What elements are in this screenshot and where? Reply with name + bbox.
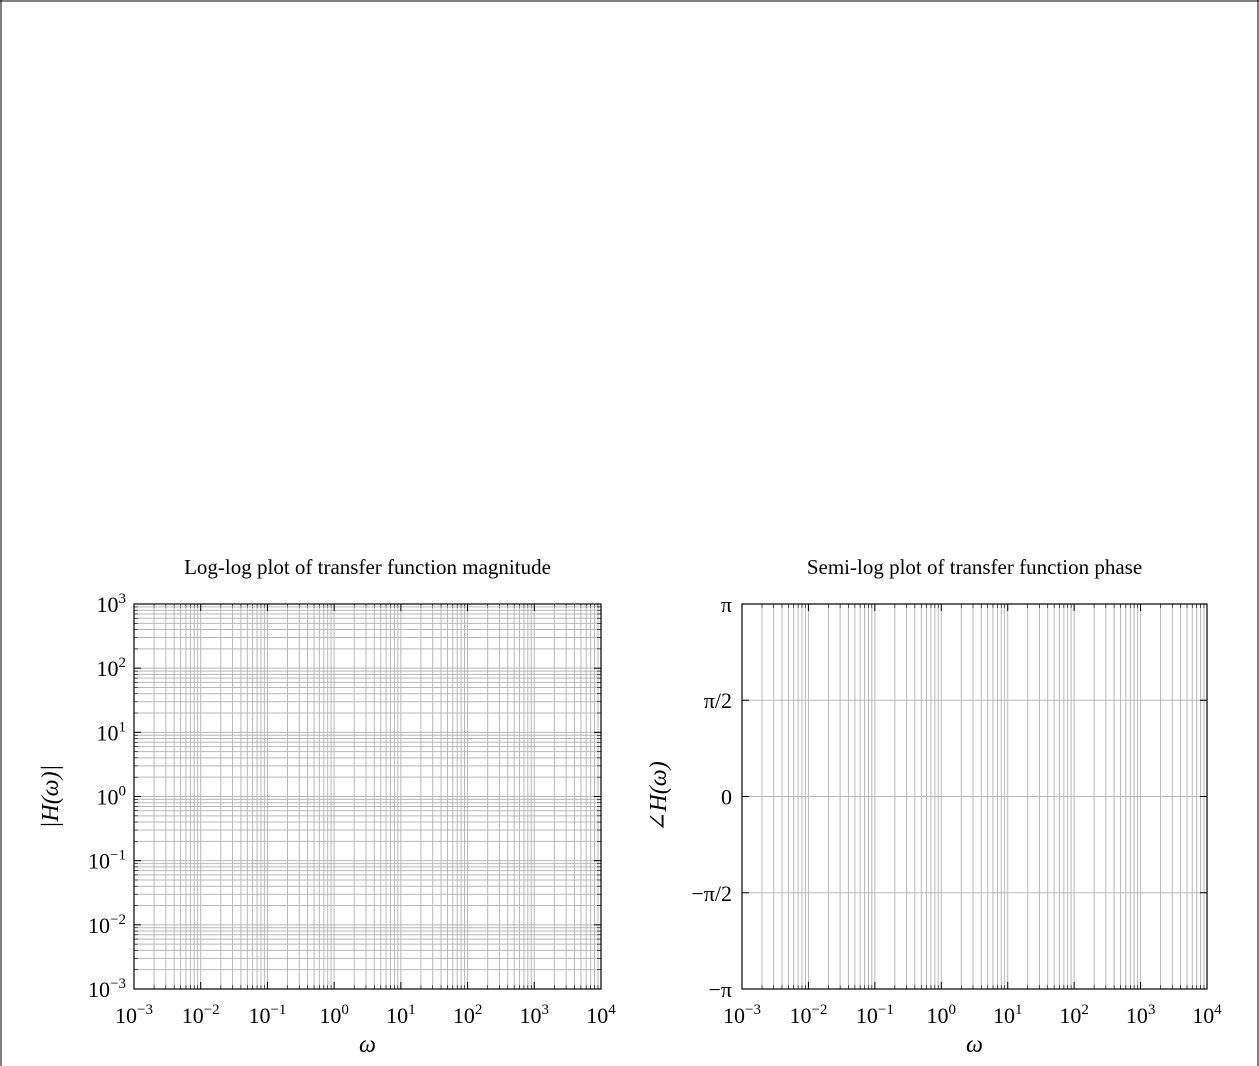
mag-y-tick-label: 100 [97, 784, 127, 810]
mag-x-tick-label-base: 10 [115, 1003, 137, 1028]
phase-x-tick-label-exponent: 2 [1081, 1002, 1089, 1018]
phase-x-tick-label-base: 10 [1192, 1003, 1214, 1028]
mag-x-tick-label: 10−1 [248, 1002, 286, 1028]
mag-x-tick-label-base: 10 [182, 1003, 204, 1028]
mag-x-tick-label-base: 10 [386, 1003, 408, 1028]
phase-x-tick-label-base: 10 [723, 1003, 745, 1028]
mag-y-tick-label-base: 10 [88, 977, 110, 1002]
mag-x-tick-label-base: 10 [319, 1003, 341, 1028]
phase-x-tick-label: 10−3 [723, 1002, 761, 1028]
mag-x-tick-label-exponent: 1 [408, 1002, 416, 1018]
phase-x-tick-label: 101 [993, 1002, 1023, 1028]
phase-x-tick-label-base: 10 [856, 1003, 878, 1028]
phase-x-tick-label: 103 [1126, 1002, 1156, 1028]
mag-y-axis-label: |H(ω)| [38, 765, 64, 828]
mag-x-tick-label: 104 [586, 1002, 616, 1028]
mag-y-tick-label: 10−2 [88, 912, 126, 938]
phase-y-tick-label: 0 [721, 785, 732, 810]
mag-y-tick-label-exponent: 0 [119, 784, 127, 800]
phase-y-tick-label: π/2 [704, 688, 732, 713]
mag-x-tick-label: 10−3 [115, 1002, 153, 1028]
mag-x-tick-label-base: 10 [520, 1003, 542, 1028]
phase-x-tick-label-base: 10 [1059, 1003, 1081, 1028]
mag-y-tick-label-exponent: −2 [110, 912, 126, 928]
mag-x-axis-label: ω [359, 1032, 376, 1058]
phase-y-tick-label: −π/2 [691, 881, 732, 906]
mag-y-tick-label: 101 [97, 719, 127, 745]
mag-x-tick-label-exponent: 0 [341, 1002, 349, 1018]
mag-x-tick-label: 103 [520, 1002, 550, 1028]
mag-y-tick-label-exponent: 3 [119, 591, 127, 607]
phase-y-axis-label: ∠H(ω) [646, 761, 672, 831]
mag-y-tick-label-base: 10 [97, 592, 119, 617]
mag-y-tick-label: 10−1 [88, 848, 126, 874]
mag-x-tick-label: 10−2 [182, 1002, 220, 1028]
mag-y-tick-label-base: 10 [97, 656, 119, 681]
phase-x-axis-label: ω [966, 1032, 983, 1058]
mag-y-tick-label-exponent: −3 [110, 976, 126, 992]
mag-x-tick-label: 102 [453, 1002, 483, 1028]
phase-y-tick-label: −π [708, 977, 732, 1002]
mag-x-tick-label: 101 [386, 1002, 416, 1028]
magnitude-chart: 10−3 10−2 10−1 100 101 102 103 10410−310−210−11… [38, 555, 616, 1058]
phase-chart-title: Semi-log plot of transfer function phase [807, 555, 1142, 579]
phase-chart: 10−3 10−2 10−1 100 101 102 103 104−π−π/20π/2πSe… [646, 555, 1222, 1058]
phase-x-tick-label-base: 10 [789, 1003, 811, 1028]
mag-y-tick-label: 103 [97, 591, 127, 617]
mag-x-tick-label-base: 10 [586, 1003, 608, 1028]
phase-x-tick-label: 104 [1192, 1002, 1222, 1028]
phase-x-tick-label-base: 10 [1126, 1003, 1148, 1028]
mag-x-tick-label-base: 10 [248, 1003, 270, 1028]
mag-y-tick-label-exponent: 1 [119, 719, 127, 735]
phase-x-tick-label: 10−1 [856, 1002, 894, 1028]
mag-y-tick-label-exponent: −1 [110, 848, 126, 864]
mag-y-tick-label-base: 10 [97, 720, 119, 745]
phase-x-tick-label-exponent: 1 [1015, 1002, 1023, 1018]
mag-x-tick-label-exponent: −1 [270, 1002, 286, 1018]
mag-x-tick-label-exponent: 2 [475, 1002, 483, 1018]
phase-x-tick-label-exponent: −1 [878, 1002, 894, 1018]
phase-x-tick-label: 10−2 [789, 1002, 827, 1028]
mag-x-tick-label-exponent: 3 [542, 1002, 550, 1018]
mag-y-tick-label-exponent: 2 [119, 655, 127, 671]
phase-y-tick-label: π [721, 592, 732, 617]
phase-x-tick-label-base: 10 [927, 1003, 949, 1028]
phase-x-tick-label: 102 [1059, 1002, 1089, 1028]
mag-y-tick-label: 102 [97, 655, 127, 681]
mag-x-tick-label-exponent: −3 [137, 1002, 153, 1018]
phase-x-tick-label-exponent: 3 [1148, 1002, 1156, 1018]
mag-x-tick-label-exponent: −2 [204, 1002, 220, 1018]
mag-x-tick-label: 100 [319, 1002, 349, 1028]
phase-x-tick-label-exponent: −2 [811, 1002, 827, 1018]
mag-x-tick-label-base: 10 [453, 1003, 475, 1028]
mag-y-tick-label: 10−3 [88, 976, 126, 1002]
mag-y-tick-label-base: 10 [88, 913, 110, 938]
phase-x-tick-label: 100 [927, 1002, 957, 1028]
mag-x-tick-label-exponent: 4 [608, 1002, 616, 1018]
mag-y-tick-label-base: 10 [97, 785, 119, 810]
mag-chart-title: Log-log plot of transfer function magnit… [184, 555, 551, 579]
phase-x-tick-label-base: 10 [993, 1003, 1015, 1028]
phase-x-tick-label-exponent: 0 [949, 1002, 957, 1018]
phase-x-tick-label-exponent: −3 [745, 1002, 761, 1018]
phase-x-tick-label-exponent: 4 [1214, 1002, 1222, 1018]
mag-y-tick-label-base: 10 [88, 849, 110, 874]
